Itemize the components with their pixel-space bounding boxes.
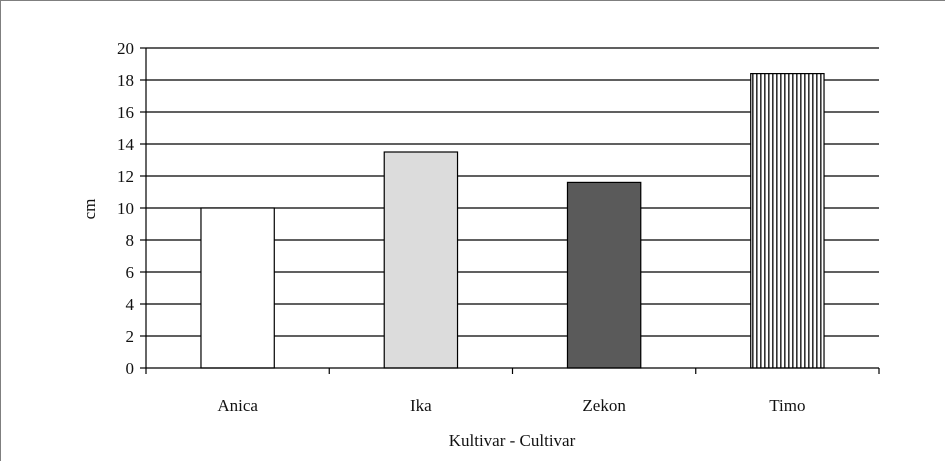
y-tick-label: 14	[117, 135, 135, 154]
x-category-label: Timo	[769, 396, 805, 415]
y-tick-label: 0	[126, 359, 135, 378]
y-tick-label: 18	[117, 71, 134, 90]
y-axis-title: cm	[80, 199, 99, 220]
bar-anica	[200, 207, 275, 369]
x-category-label: Zekon	[582, 396, 626, 415]
bar-timo	[750, 72, 825, 369]
y-tick-label: 4	[126, 295, 135, 314]
x-category-labels: Anica Ika Zekon Timo	[217, 396, 805, 415]
y-tick-label: 2	[126, 327, 135, 346]
y-tick-label: 20	[117, 39, 134, 58]
y-tick-label: 6	[126, 263, 135, 282]
x-category-label: Ika	[410, 396, 432, 415]
y-tick-label: 10	[117, 199, 134, 218]
x-axis-title: Kultivar - Cultivar	[449, 431, 576, 450]
y-tick-label: 12	[117, 167, 134, 186]
bar-ika	[383, 151, 459, 369]
x-category-label: Anica	[217, 396, 258, 415]
y-tick-labels: 0 2 4 6 8 10 12 14 16 18 20	[117, 39, 135, 378]
bar-zekon	[566, 181, 642, 369]
y-tick-label: 8	[126, 231, 135, 250]
bars	[200, 72, 825, 369]
y-tick-label: 16	[117, 103, 134, 122]
axes	[140, 47, 880, 374]
